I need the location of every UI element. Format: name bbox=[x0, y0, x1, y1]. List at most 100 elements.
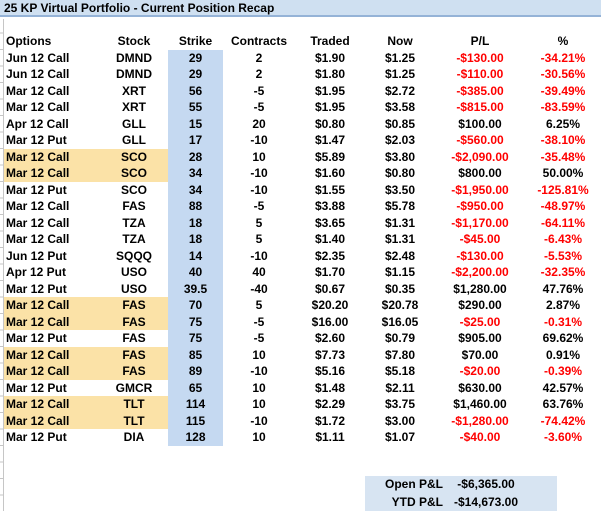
cell-percent[interactable]: 42.57% bbox=[542, 380, 584, 395]
cell-pl[interactable]: -$40.00 bbox=[459, 430, 501, 444]
cell-percent[interactable]: -125.81% bbox=[537, 182, 589, 197]
cell-contracts[interactable]: 2 bbox=[255, 50, 263, 65]
cell-pl[interactable]: -$815.00 bbox=[456, 100, 504, 114]
cell-stock[interactable]: GLL bbox=[122, 116, 146, 131]
cell-traded[interactable]: $1.70 bbox=[314, 265, 346, 279]
cell-stock[interactable]: TZA bbox=[122, 232, 146, 246]
cell-strike[interactable]: 89 bbox=[168, 363, 223, 380]
cell-traded[interactable]: $1.90 bbox=[314, 50, 346, 65]
cell-now[interactable]: $0.35 bbox=[384, 281, 416, 296]
cell-traded[interactable]: $1.95 bbox=[314, 100, 346, 114]
cell-strike[interactable]: 65 bbox=[168, 379, 223, 396]
cell-stock[interactable]: TZA bbox=[122, 215, 146, 230]
cell-options[interactable]: Jun 12 Put bbox=[6, 248, 67, 263]
cell-contracts[interactable]: 5 bbox=[255, 232, 263, 246]
cell-now[interactable]: $2.03 bbox=[384, 133, 416, 147]
cell-stock[interactable]: SCO bbox=[100, 148, 168, 165]
cell-contracts[interactable]: -10 bbox=[250, 166, 268, 180]
cell-strike[interactable]: 34 bbox=[168, 181, 223, 198]
cell-now[interactable]: $1.31 bbox=[384, 232, 416, 246]
cell-now[interactable]: $5.78 bbox=[384, 199, 416, 213]
cell-strike[interactable]: 39.5 bbox=[168, 280, 223, 297]
cell-strike[interactable]: 14 bbox=[168, 247, 223, 264]
cell-now[interactable]: $1.07 bbox=[384, 430, 416, 444]
cell-options[interactable]: Mar 12 Put bbox=[6, 380, 67, 395]
cell-options[interactable]: Mar 12 Call bbox=[6, 83, 70, 98]
cell-stock[interactable]: SQQQ bbox=[115, 248, 152, 263]
cell-traded[interactable]: $1.40 bbox=[314, 232, 346, 246]
cell-percent[interactable]: 2.87% bbox=[545, 298, 581, 312]
cell-strike[interactable]: 85 bbox=[168, 346, 223, 363]
cell-contracts[interactable]: 20 bbox=[252, 116, 266, 131]
cell-strike[interactable]: 17 bbox=[168, 132, 223, 149]
cell-stock[interactable]: SCO bbox=[100, 165, 168, 182]
cell-pl[interactable]: $70.00 bbox=[461, 347, 499, 362]
cell-contracts[interactable]: -10 bbox=[250, 413, 268, 428]
cell-percent[interactable]: -30.56% bbox=[540, 67, 586, 81]
cell-contracts[interactable]: 5 bbox=[255, 298, 263, 312]
cell-now[interactable]: $20.78 bbox=[381, 298, 419, 312]
cell-percent[interactable]: -39.49% bbox=[540, 83, 586, 98]
cell-percent[interactable]: 6.25% bbox=[545, 116, 581, 131]
cell-options[interactable]: Mar 12 Put bbox=[6, 331, 67, 345]
cell-options[interactable]: Mar 12 Put bbox=[6, 133, 67, 147]
cell-now[interactable]: $1.25 bbox=[384, 67, 416, 81]
cell-stock[interactable]: FAS bbox=[100, 313, 168, 330]
cell-contracts[interactable]: 2 bbox=[255, 67, 263, 81]
column-header-strike[interactable]: Strike bbox=[178, 34, 213, 48]
cell-pl[interactable]: -$110.00 bbox=[456, 67, 504, 81]
cell-strike[interactable]: 15 bbox=[168, 115, 223, 132]
cell-strike[interactable]: 88 bbox=[168, 198, 223, 215]
column-header-traded[interactable]: Traded bbox=[310, 34, 350, 48]
cell-options[interactable]: Jun 12 Call bbox=[6, 50, 70, 65]
cell-strike[interactable]: 128 bbox=[168, 429, 223, 446]
cell-pl[interactable]: -$950.00 bbox=[456, 199, 504, 213]
cell-traded[interactable]: $1.55 bbox=[314, 182, 346, 197]
cell-traded[interactable]: $20.20 bbox=[311, 298, 349, 312]
cell-options[interactable]: Mar 12 Put bbox=[6, 281, 67, 296]
cell-traded[interactable]: $2.29 bbox=[314, 397, 346, 411]
cell-percent[interactable]: -5.53% bbox=[543, 248, 583, 263]
column-header-contracts[interactable]: Contracts bbox=[230, 34, 287, 48]
cell-contracts[interactable]: 5 bbox=[255, 215, 263, 230]
cell-stock[interactable]: TLT bbox=[100, 412, 168, 429]
cell-traded[interactable]: $0.67 bbox=[314, 281, 346, 296]
cell-options[interactable]: Mar 12 Put bbox=[6, 430, 67, 444]
cell-contracts[interactable]: 10 bbox=[252, 397, 266, 411]
cell-strike[interactable]: 34 bbox=[168, 165, 223, 182]
cell-traded[interactable]: $16.00 bbox=[311, 314, 349, 329]
cell-now[interactable]: $3.80 bbox=[384, 149, 416, 164]
cell-contracts[interactable]: -5 bbox=[253, 331, 265, 345]
cell-options[interactable]: Mar 12 Call bbox=[4, 412, 100, 429]
cell-pl[interactable]: -$25.00 bbox=[459, 314, 501, 329]
cell-strike[interactable]: 115 bbox=[168, 412, 223, 429]
cell-contracts[interactable]: 10 bbox=[252, 380, 266, 395]
cell-percent[interactable]: 63.76% bbox=[542, 397, 584, 411]
cell-strike[interactable]: 18 bbox=[168, 231, 223, 248]
cell-now[interactable]: $2.72 bbox=[384, 83, 416, 98]
cell-pl[interactable]: $905.00 bbox=[458, 331, 502, 345]
cell-percent[interactable]: -32.35% bbox=[540, 265, 586, 279]
cell-percent[interactable]: -38.10% bbox=[540, 133, 586, 147]
cell-options[interactable]: Mar 12 Put bbox=[6, 182, 67, 197]
cell-pl[interactable]: -$560.00 bbox=[456, 133, 504, 147]
cell-strike[interactable]: 55 bbox=[168, 99, 223, 116]
cell-stock[interactable]: SCO bbox=[120, 182, 147, 197]
column-header-now[interactable]: Now bbox=[387, 34, 413, 48]
cell-stock[interactable]: GLL bbox=[122, 133, 146, 147]
cell-now[interactable]: $16.05 bbox=[381, 314, 419, 329]
cell-pl[interactable]: -$1,950.00 bbox=[451, 182, 509, 197]
cell-now[interactable]: $2.11 bbox=[385, 380, 415, 395]
cell-options[interactable]: Mar 12 Call bbox=[4, 346, 100, 363]
open-pl-value[interactable]: -$6,365.00 bbox=[457, 477, 515, 491]
column-header-stock[interactable]: Stock bbox=[117, 34, 151, 48]
cell-traded[interactable]: $1.72 bbox=[314, 413, 346, 428]
cell-percent[interactable]: 50.00% bbox=[542, 166, 584, 180]
cell-traded[interactable]: $2.60 bbox=[314, 331, 346, 345]
cell-percent[interactable]: -48.97% bbox=[540, 199, 586, 213]
column-header-percent[interactable]: % bbox=[557, 34, 569, 48]
cell-pl[interactable]: -$385.00 bbox=[456, 83, 504, 98]
cell-contracts[interactable]: -5 bbox=[253, 100, 265, 114]
column-header-options[interactable]: Options bbox=[6, 34, 52, 48]
cell-pl[interactable]: -$2,200.00 bbox=[451, 265, 509, 279]
